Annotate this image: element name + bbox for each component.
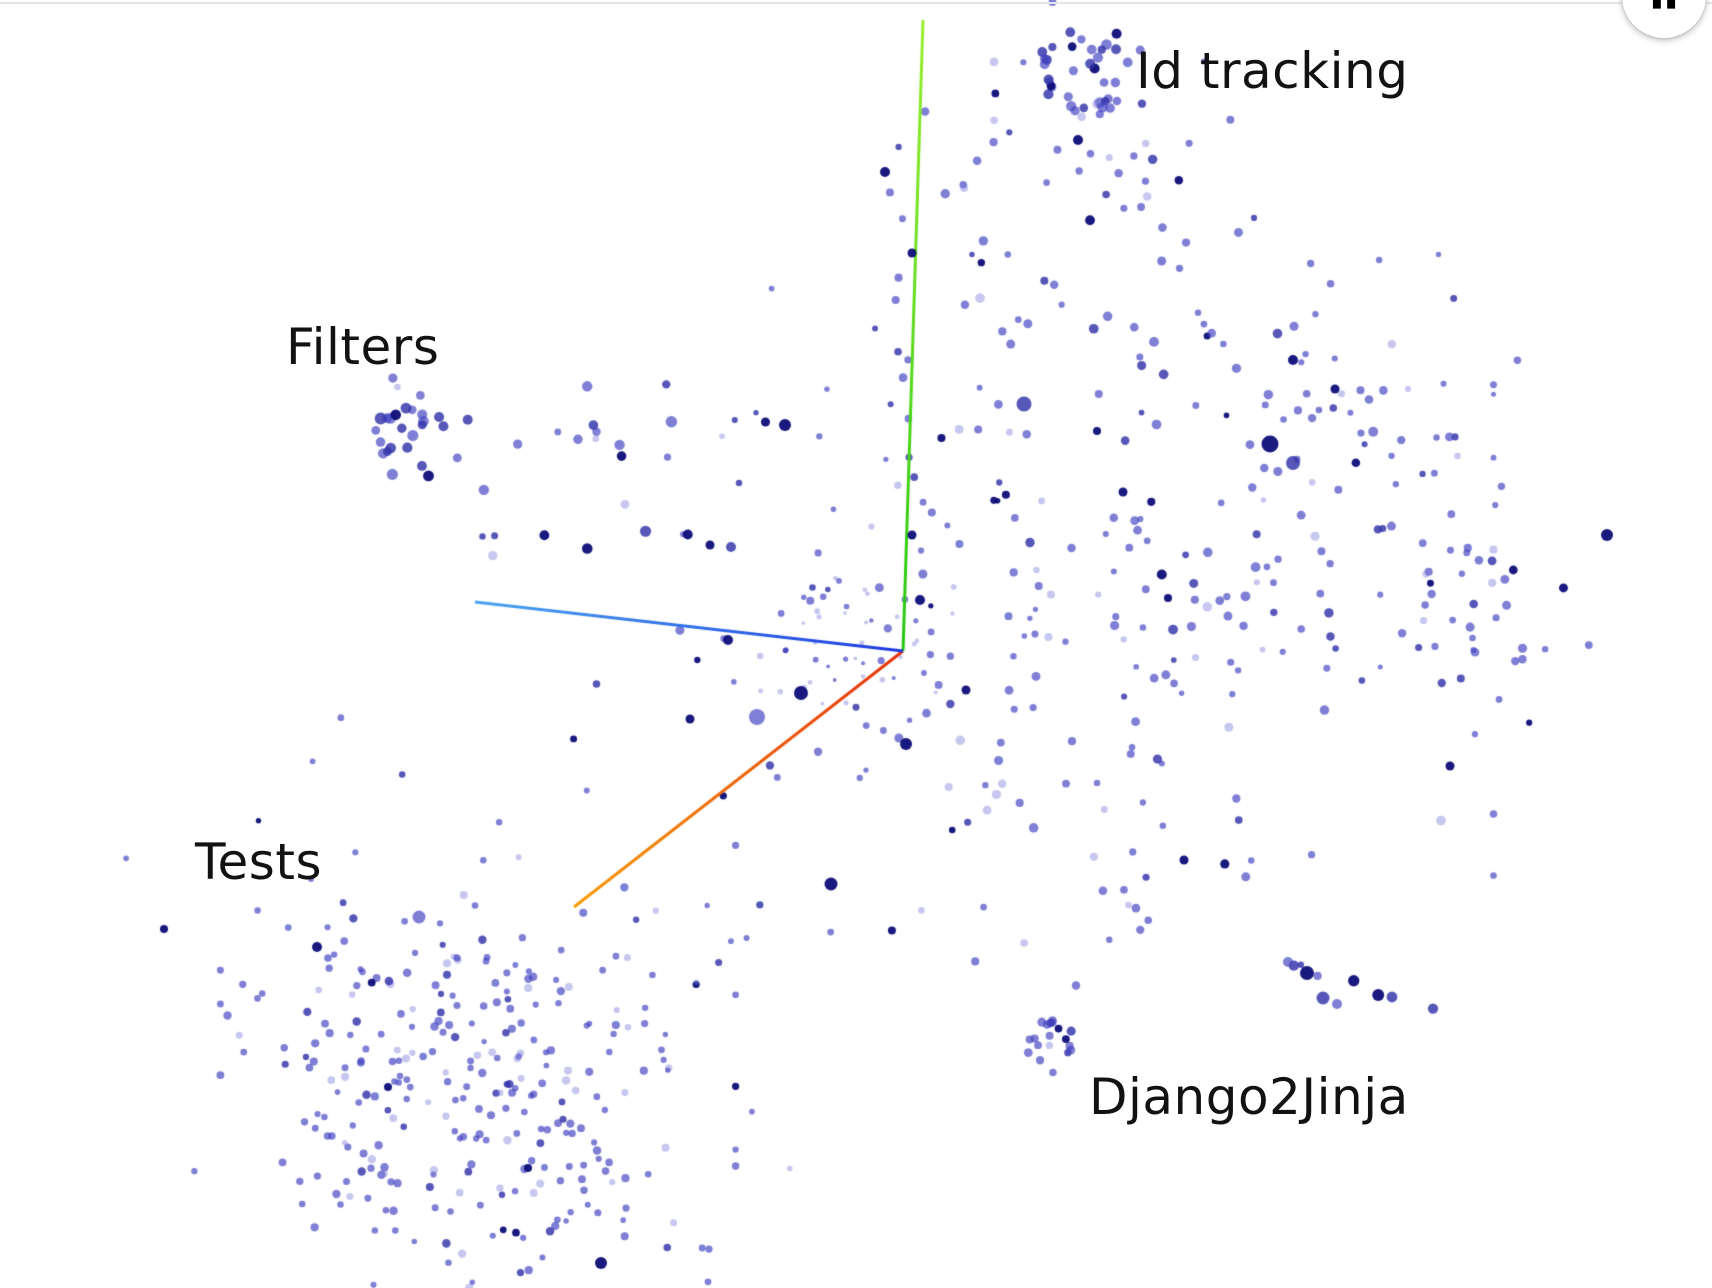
cluster-label-django2jinja: Django2Jinja xyxy=(1089,1068,1409,1126)
home-icon xyxy=(1652,0,1676,9)
cluster-label-id-tracking: Id tracking xyxy=(1136,42,1409,100)
top-divider xyxy=(0,2,1712,4)
cluster-label-tests: Tests xyxy=(195,833,323,891)
cluster-label-filters: Filters xyxy=(286,318,440,376)
